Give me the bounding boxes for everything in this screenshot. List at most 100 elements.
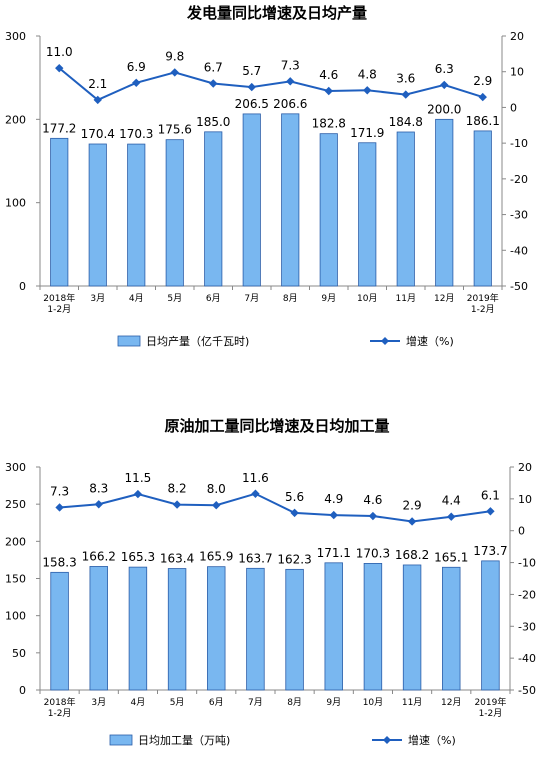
x-tick-label: 11月 xyxy=(402,697,422,708)
growth-point xyxy=(132,78,141,87)
legend-line-label: 增速（%) xyxy=(408,733,456,747)
growth-point xyxy=(133,489,143,499)
bar-value-label: 206.6 xyxy=(273,97,307,111)
growth-point xyxy=(401,90,410,99)
y2-tick-label: 20 xyxy=(510,30,524,43)
y-tick-label: 50 xyxy=(12,647,26,660)
bar-value-label: 158.3 xyxy=(42,555,76,569)
bar xyxy=(167,568,187,691)
bar xyxy=(358,142,377,287)
bar xyxy=(319,133,338,287)
y-tick-label: 200 xyxy=(5,535,26,548)
bar-value-label: 182.8 xyxy=(312,117,346,131)
y2-tick-label: -40 xyxy=(510,244,528,257)
y2-tick-label: -30 xyxy=(510,209,528,222)
bar-value-label: 186.1 xyxy=(466,114,500,128)
bar xyxy=(324,562,343,691)
bar-value-label: 206.5 xyxy=(235,97,269,111)
bar-value-label: 175.6 xyxy=(158,123,192,137)
growth-line xyxy=(59,492,491,523)
x-tick-label: 1-2月 xyxy=(471,304,495,315)
growth-value-label: 7.3 xyxy=(281,58,300,72)
growth-point xyxy=(486,507,495,516)
y-tick-label: 250 xyxy=(5,498,26,511)
growth-point xyxy=(209,79,218,88)
growth-value-label: 11.6 xyxy=(242,471,269,485)
y2-tick-label: -40 xyxy=(518,652,536,665)
y2-tick-label: 20 xyxy=(518,461,532,474)
x-tick-label: 2019年 xyxy=(467,292,499,304)
y-tick-label: 150 xyxy=(5,573,26,586)
legend-bar-label: 日均加工量（万吨) xyxy=(138,734,230,747)
growth-point xyxy=(447,512,456,521)
bar xyxy=(281,113,300,287)
growth-value-label: 4.9 xyxy=(324,492,343,506)
chart-title: 原油加工量同比增速及日均加工量 xyxy=(164,417,389,435)
bar xyxy=(473,130,492,287)
growth-point xyxy=(324,86,333,96)
bar-value-label: 200.0 xyxy=(427,102,461,116)
x-tick-label: 8月 xyxy=(287,697,302,708)
y-tick-label: 0 xyxy=(19,684,26,697)
x-tick-label: 9月 xyxy=(326,697,341,708)
bar-value-label: 171.1 xyxy=(317,546,351,560)
x-tick-label: 5月 xyxy=(170,697,185,708)
growth-value-label: 5.7 xyxy=(242,64,261,78)
y-tick-label: 300 xyxy=(5,30,26,43)
growth-value-label: 2.9 xyxy=(473,74,492,88)
bar xyxy=(435,118,454,287)
x-tick-label: 7月 xyxy=(244,293,259,304)
bar xyxy=(402,564,422,691)
x-tick-label: 12月 xyxy=(434,293,454,304)
bar-value-label: 163.7 xyxy=(238,551,272,565)
growth-value-label: 8.3 xyxy=(89,481,108,495)
growth-value-label: 5.6 xyxy=(285,490,304,504)
bar-value-label: 170.3 xyxy=(356,546,390,560)
growth-point xyxy=(93,95,102,105)
growth-point xyxy=(55,63,64,73)
bar-value-label: 185.0 xyxy=(196,115,230,129)
bar xyxy=(285,568,304,691)
y2-tick-label: -20 xyxy=(510,173,528,186)
growth-value-label: 2.1 xyxy=(88,77,107,91)
legend-line-label: 增速（%) xyxy=(406,334,454,348)
growth-value-label: 6.9 xyxy=(127,60,146,74)
y2-tick-label: -20 xyxy=(518,588,536,601)
y2-tick-label: 10 xyxy=(518,493,532,506)
bar xyxy=(396,131,415,287)
y2-tick-label: -10 xyxy=(510,137,528,150)
growth-value-label: 6.7 xyxy=(204,61,223,75)
bar-value-label: 171.9 xyxy=(350,126,384,140)
bar-value-label: 170.4 xyxy=(81,127,115,141)
x-tick-label: 6月 xyxy=(206,293,221,304)
bar-value-label: 177.2 xyxy=(42,121,76,135)
y2-tick-label: -30 xyxy=(518,620,536,633)
x-tick-label: 1-2月 xyxy=(479,708,503,719)
legend-line-marker xyxy=(381,337,389,345)
growth-point xyxy=(247,82,256,92)
growth-value-label: 4.4 xyxy=(442,494,461,508)
growth-point xyxy=(286,77,295,86)
legend-bar-swatch xyxy=(117,335,141,347)
growth-value-label: 3.6 xyxy=(396,72,415,86)
growth-point xyxy=(212,501,221,510)
x-tick-label: 8月 xyxy=(283,293,298,304)
bar-value-label: 162.3 xyxy=(277,552,311,566)
legend-bar-swatch xyxy=(109,734,133,746)
x-tick-label: 3月 xyxy=(90,293,105,304)
bar-value-label: 165.3 xyxy=(121,550,155,564)
growth-point xyxy=(478,92,487,102)
bar xyxy=(50,571,69,691)
growth-point xyxy=(55,503,64,512)
y-tick-label: 0 xyxy=(19,280,26,293)
y-tick-label: 300 xyxy=(5,461,26,474)
bar-value-label: 173.7 xyxy=(473,544,507,558)
bar xyxy=(89,566,108,691)
x-tick-label: 5月 xyxy=(167,293,182,304)
bar-value-label: 165.1 xyxy=(434,550,468,564)
x-tick-label: 4月 xyxy=(131,697,146,708)
growth-value-label: 11.5 xyxy=(125,471,152,485)
bar xyxy=(50,137,69,287)
bar xyxy=(442,566,461,691)
